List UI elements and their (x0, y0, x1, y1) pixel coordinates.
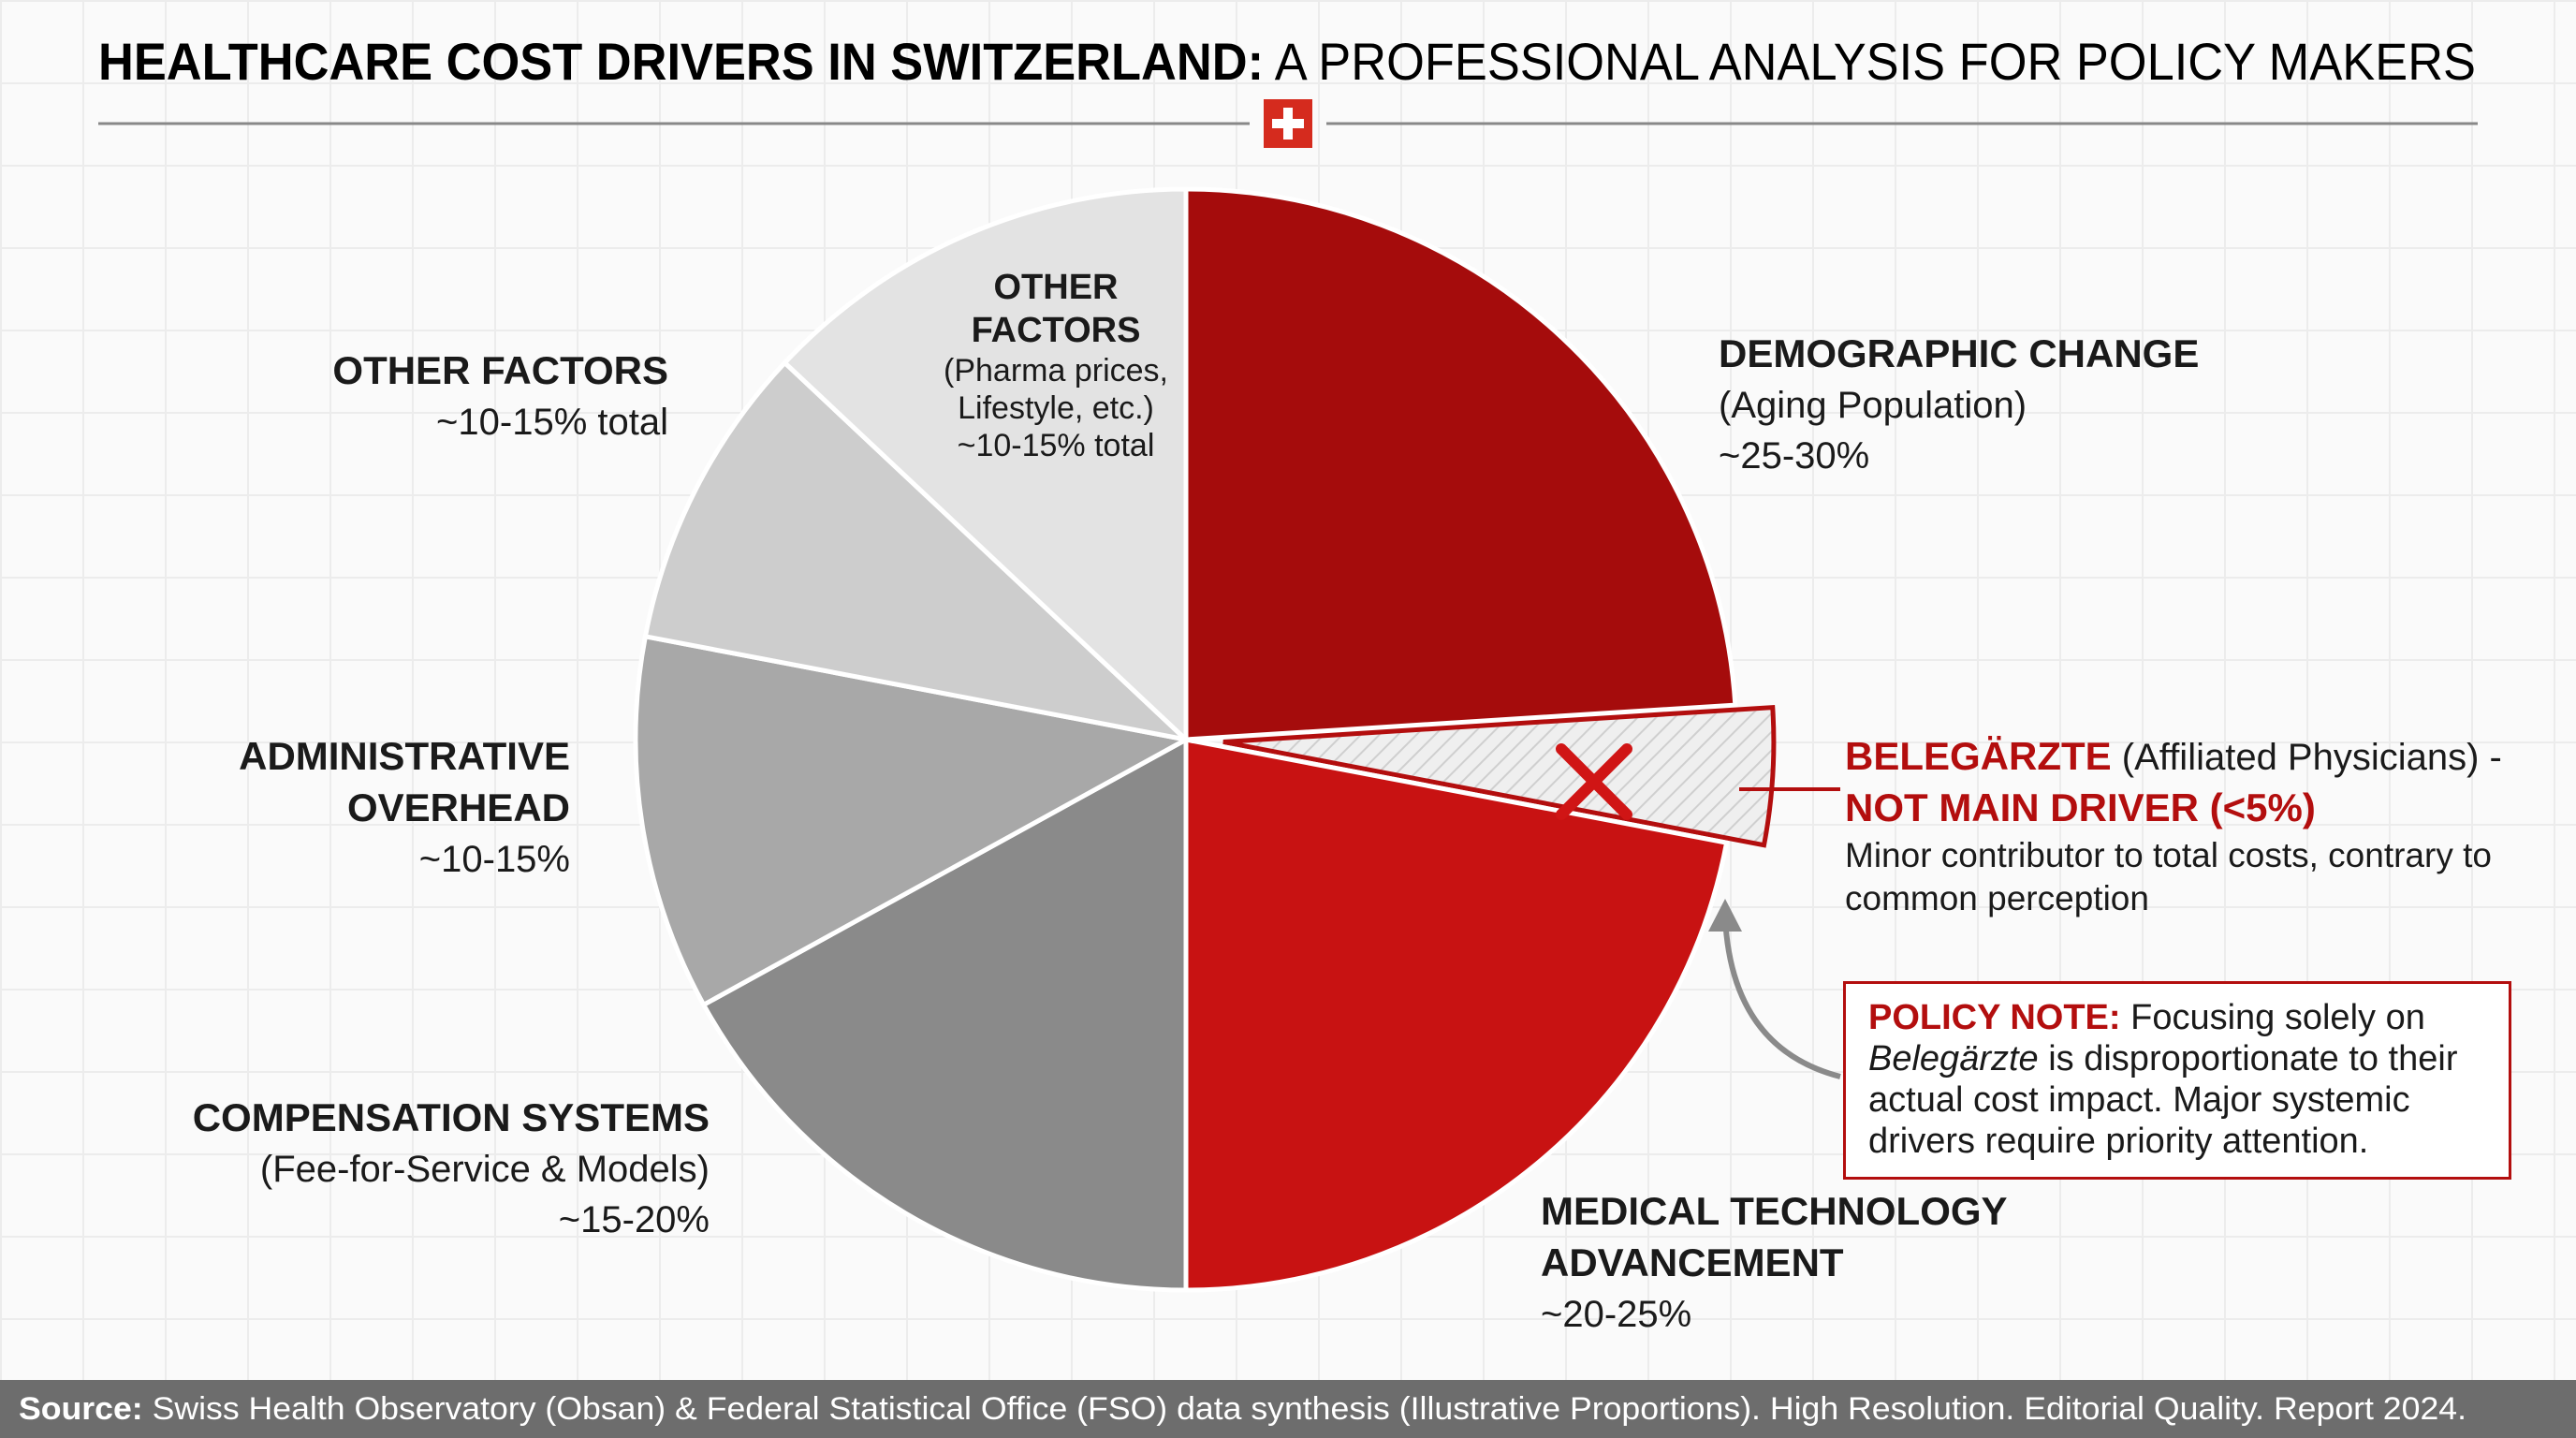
note-text: Focusing solely on (2130, 998, 2425, 1037)
label: MEDICAL TECHNOLOGY ADVANCEMENT ~20-25% (1541, 1186, 2065, 1340)
range-label: ~10-15% (418, 839, 570, 880)
footer-bar (0, 1380, 2576, 1438)
range-label: ~10-15% total (436, 402, 668, 443)
description: (Aging Population) (1719, 385, 2027, 426)
pie-slice (700, 735, 1189, 1293)
footer-text: Swiss Health Observatory (Obsan) & Feder… (153, 1391, 2466, 1427)
range-label: ~20-25% (1541, 1294, 1692, 1335)
footer: Source: Swiss Health Observatory (Obsan)… (19, 1391, 2466, 1427)
chart-title: HEALTHCARE COST DRIVERS IN SWITZERLAND: (98, 32, 1264, 91)
pie-slice (1183, 736, 1730, 1293)
policy-note: POLICY NOTE: Focusing solely on Belegärz… (1843, 981, 2511, 1180)
range-label: ~25-30% (1719, 435, 1870, 477)
label: DEMOGRAPHIC CHANGE (Aging Population) ~2… (1719, 329, 2199, 481)
category: OTHER FACTORS (971, 268, 1141, 350)
category: DEMOGRAPHIC CHANGE (1719, 331, 2200, 375)
range-label: ~15-20% (558, 1199, 710, 1240)
swiss-flag (1264, 99, 1312, 148)
chart-subtitle: A PROFESSIONAL ANALYSIS FOR POLICY MAKER… (1275, 32, 2476, 91)
category: MEDICAL TECHNOLOGY ADVANCEMENT (1541, 1189, 2007, 1284)
title: HEALTHCARE COST DRIVERS IN SWITZERLAND: … (98, 32, 2476, 91)
description: (Fee-for-Service & Models) (259, 1149, 710, 1190)
pie-slice (1222, 704, 1777, 848)
pie-slice (642, 359, 1193, 744)
annotation: Minor contributor to total costs, contra… (1845, 836, 2492, 917)
label: COMPENSATION SYSTEMS (Fee-for-Service & … (54, 1093, 710, 1245)
label: OTHER FACTORS ~10-15% total (238, 345, 668, 448)
note-text: is disproportionate to their actual cost… (1868, 1039, 2458, 1161)
category: OTHER FACTORS (332, 348, 668, 392)
label: ADMINISTRATIVE OVERHEAD ~10-15% (177, 731, 570, 885)
arrow (1722, 917, 1841, 1079)
pie (633, 186, 1777, 1293)
range-label: NOT MAIN DRIVER (<5%) (1845, 785, 2316, 829)
note-heading: POLICY NOTE: (1868, 998, 2121, 1037)
label: OTHER FACTORS (Pharma prices, Lifestyle,… (927, 266, 1185, 464)
description: (Pharma prices, Lifestyle, etc.) (944, 353, 1168, 426)
note-emphasis: Belegärzte (1868, 1039, 2039, 1078)
x-icon (1556, 743, 1632, 820)
description: (Affiliated Physicians) - (2121, 737, 2502, 778)
pie-slice (633, 633, 1193, 1008)
range-label: ~10-15% total (957, 428, 1155, 463)
category: COMPENSATION SYSTEMS (192, 1095, 710, 1139)
arrow-head (1708, 899, 1742, 932)
pie-slice (1183, 186, 1738, 742)
label: BELEGÄRZTE (Affiliated Physicians) - NOT… (1845, 731, 2519, 923)
pie-slice (781, 186, 1189, 745)
category: ADMINISTRATIVE OVERHEAD (239, 734, 570, 829)
footer-label: Source: (19, 1391, 143, 1427)
category: BELEGÄRZTE (1845, 734, 2112, 778)
